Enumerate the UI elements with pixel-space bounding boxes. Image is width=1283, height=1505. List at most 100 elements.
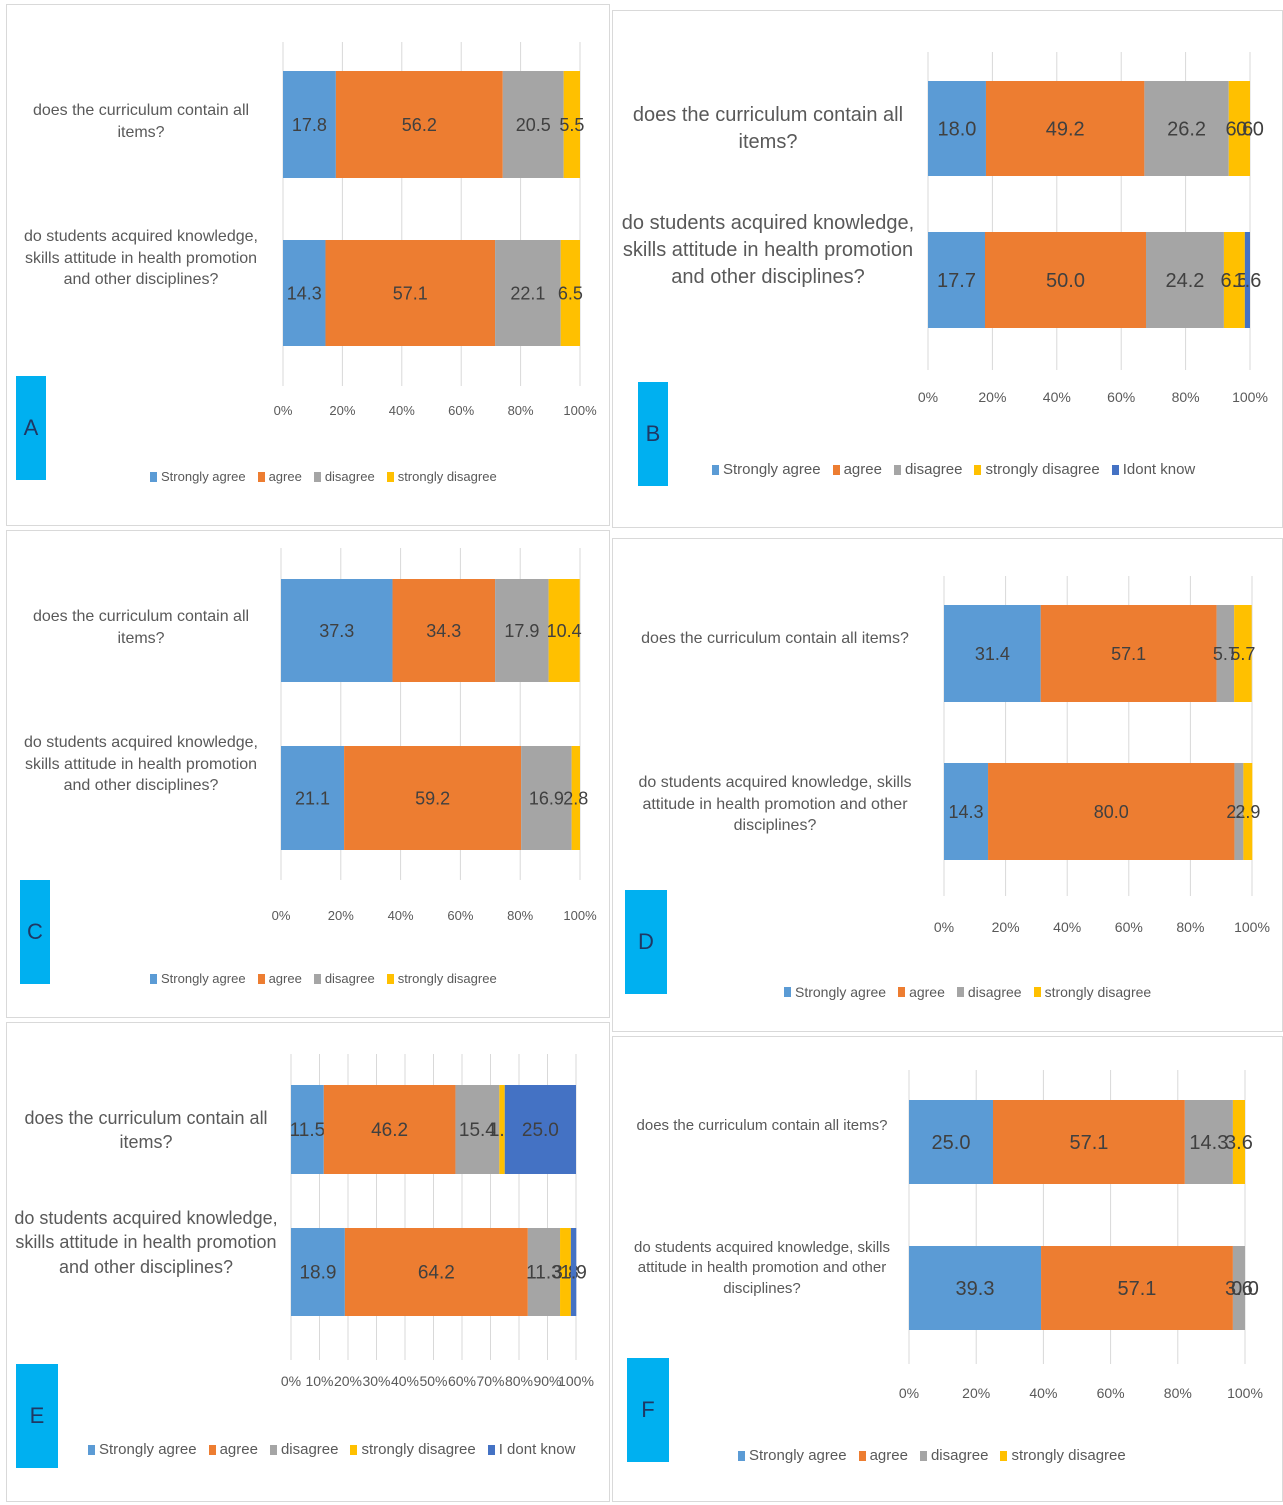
- bar-segment: [1232, 1100, 1245, 1184]
- data-label: 18.9: [299, 1263, 336, 1284]
- panel-label-a: A: [16, 376, 46, 480]
- bar-segment: [291, 1085, 324, 1174]
- x-tick-label: 10%: [305, 1373, 333, 1389]
- x-tick-label: 40%: [1029, 1385, 1057, 1401]
- legend-swatch: [893, 464, 901, 475]
- legend-item: disagree: [269, 1441, 338, 1458]
- data-label: 6.5: [558, 283, 583, 303]
- legend-item: disagree: [313, 971, 375, 986]
- data-label: 17.7: [937, 270, 976, 292]
- data-label: 57.1: [1069, 1132, 1108, 1154]
- legend-label: Idont know: [1122, 461, 1196, 478]
- legend-label: strongly disagree: [985, 461, 1100, 478]
- bar-segment: [944, 763, 989, 860]
- data-label: 56.2: [402, 115, 437, 135]
- bar-segment: [323, 1085, 456, 1174]
- legend-swatch: [1111, 464, 1119, 475]
- legend-label: Strongly agree: [161, 971, 246, 986]
- legend-item: Strongly agree: [150, 971, 246, 986]
- legend-item: agree: [898, 984, 945, 1000]
- x-tick-label: 20%: [962, 1385, 990, 1401]
- bar-segment: [495, 579, 549, 682]
- data-label: 37.3: [319, 621, 354, 641]
- x-tick-label: 80%: [508, 403, 534, 418]
- x-tick-label: 20%: [328, 908, 354, 923]
- x-tick-label: 0%: [934, 919, 954, 935]
- category-label: does the curriculum contain all items?: [632, 104, 904, 153]
- data-label: 31.4: [975, 644, 1010, 664]
- legend-label: agree: [909, 984, 945, 1000]
- data-label: 11.5: [290, 1120, 326, 1141]
- legend-label: Strongly agree: [161, 469, 246, 484]
- x-tick-label: 20%: [334, 1373, 362, 1389]
- legend-swatch: [257, 973, 265, 984]
- legend: Strongly agree agree disagree strongly disa…: [738, 1447, 1126, 1464]
- bar-segment: [928, 232, 985, 328]
- bar-segment: [1040, 605, 1217, 702]
- bar-segment: [944, 605, 1041, 702]
- data-label: 17.9: [504, 621, 539, 641]
- legend-item: strongly disagree: [1033, 984, 1151, 1000]
- bar-segment: [283, 240, 326, 346]
- legend-swatch: [738, 1450, 745, 1461]
- legend-label: agree: [219, 1441, 258, 1458]
- bar-segment: [281, 579, 393, 682]
- legend-item: disagree: [956, 984, 1022, 1000]
- x-tick-label: 60%: [447, 908, 473, 923]
- legend-swatch: [974, 464, 982, 475]
- bar-segment: [344, 746, 522, 850]
- legend-swatch: [1033, 987, 1041, 997]
- bar-segment: [1223, 232, 1245, 328]
- bar-segment: [909, 1246, 1042, 1330]
- legend-item: strongly disagree: [386, 971, 497, 986]
- bar-segment: [1234, 763, 1244, 860]
- legend-swatch: [784, 987, 791, 997]
- legend-swatch: [1000, 1450, 1008, 1461]
- legend-label: Strongly agree: [99, 1441, 197, 1458]
- data-label: 59.2: [415, 788, 450, 808]
- bar-segment: [570, 1228, 577, 1316]
- data-label: 22.1: [510, 283, 545, 303]
- x-tick-label: 80%: [1176, 919, 1204, 935]
- x-tick-label: 0%: [272, 908, 291, 923]
- bar-segment: [392, 579, 496, 682]
- legend-label: agree: [268, 469, 302, 484]
- data-label: 1.6: [1234, 270, 1262, 292]
- legend-item: strongly disagree: [974, 461, 1100, 478]
- bar-segment: [325, 240, 496, 346]
- data-label: 2.8: [563, 788, 588, 808]
- x-tick-label: 60%: [448, 1373, 476, 1389]
- data-label: 18.0: [938, 119, 977, 141]
- bar-segment: [291, 1228, 345, 1316]
- x-tick-label: 40%: [391, 1373, 419, 1389]
- legend-item: Strongly agree: [150, 469, 246, 484]
- x-tick-label: 100%: [563, 403, 597, 418]
- category-label: do students acquired knowledge, skills a…: [634, 1239, 890, 1297]
- legend-swatch: [832, 464, 840, 475]
- legend-swatch: [919, 1450, 927, 1461]
- data-label: 25.0: [932, 1132, 971, 1154]
- x-tick-label: 0%: [918, 389, 938, 405]
- category-label: does the curriculum contain all items?: [32, 608, 250, 647]
- panel-label-b: B: [638, 382, 668, 486]
- legend-label: disagree: [930, 1447, 989, 1464]
- bar-segment: [560, 240, 580, 346]
- legend-item: Strongly agree: [738, 1447, 847, 1464]
- bar-segment: [344, 1228, 528, 1316]
- bar-segment: [1184, 1100, 1233, 1184]
- data-label: 50.0: [1046, 270, 1085, 292]
- legend-item: agree: [257, 971, 302, 986]
- x-tick-label: 80%: [1164, 1385, 1192, 1401]
- data-label: 16.9: [529, 788, 564, 808]
- bar-segment: [1228, 81, 1250, 176]
- bar-segment: [1041, 1246, 1233, 1330]
- data-label: 34.3: [426, 621, 461, 641]
- legend-label: agree: [268, 971, 302, 986]
- legend-swatch: [386, 471, 394, 482]
- category-label: does the curriculum contain all items?: [32, 102, 250, 141]
- legend-label: strongly disagree: [1011, 1447, 1126, 1464]
- data-label: 25.0: [522, 1120, 559, 1141]
- legend-label: I dont know: [498, 1441, 576, 1458]
- data-label: 24.2: [1165, 270, 1204, 292]
